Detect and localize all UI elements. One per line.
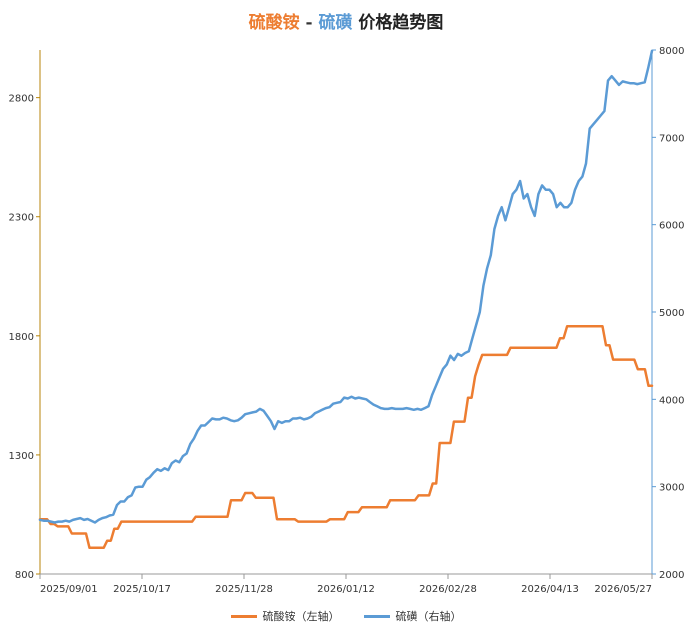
x-tick-label: 2025/11/28 xyxy=(215,584,273,595)
title-part-sulfate: 硫酸铵 xyxy=(248,13,300,33)
right-tick-label: 6000 xyxy=(659,221,684,232)
legend: 硫酸铵（左轴） 硫磺（右轴） xyxy=(0,608,692,624)
chart-title: 硫酸铵 - 硫磺 价格趋势图 xyxy=(0,8,692,33)
legend-label-sulfate: 硫酸铵（左轴） xyxy=(262,610,340,623)
series-line-sulfate xyxy=(38,325,654,550)
legend-swatch-sulfate xyxy=(230,614,257,618)
right-tick-label: 2000 xyxy=(659,570,684,581)
right-tick-label: 5000 xyxy=(659,308,684,319)
series-line-sulfur xyxy=(38,49,654,524)
right-tick-label: 4000 xyxy=(659,395,684,406)
x-tick-label: 2026/05/27 xyxy=(594,584,652,595)
title-separator: - xyxy=(299,13,319,33)
title-part-trend: 价格趋势图 xyxy=(352,13,444,33)
left-tick-label: 1300 xyxy=(9,451,34,462)
right-tick-label: 3000 xyxy=(659,483,684,494)
x-tick-label: 2026/02/28 xyxy=(419,584,477,595)
left-tick-label: 800 xyxy=(15,570,34,581)
right-tick-label: 8000 xyxy=(659,46,684,57)
x-tick-label: 2026/01/12 xyxy=(317,584,375,595)
left-tick-label: 2800 xyxy=(9,94,34,105)
legend-swatch-sulfur xyxy=(363,614,390,618)
x-tick-label: 2025/10/17 xyxy=(113,584,171,595)
x-tick-label: 2026/04/13 xyxy=(521,584,579,595)
title-part-sulfur: 硫磺 xyxy=(318,13,353,33)
right-tick-label: 7000 xyxy=(659,133,684,144)
legend-item-sulfur: 硫磺（右轴） xyxy=(363,608,462,624)
left-tick-label: 1800 xyxy=(9,332,34,343)
legend-label-sulfur: 硫磺（右轴） xyxy=(395,610,462,623)
legend-item-sulfate: 硫酸铵（左轴） xyxy=(230,608,340,624)
x-tick-label: 2025/09/01 xyxy=(40,584,98,595)
left-tick-label: 2300 xyxy=(9,213,34,224)
